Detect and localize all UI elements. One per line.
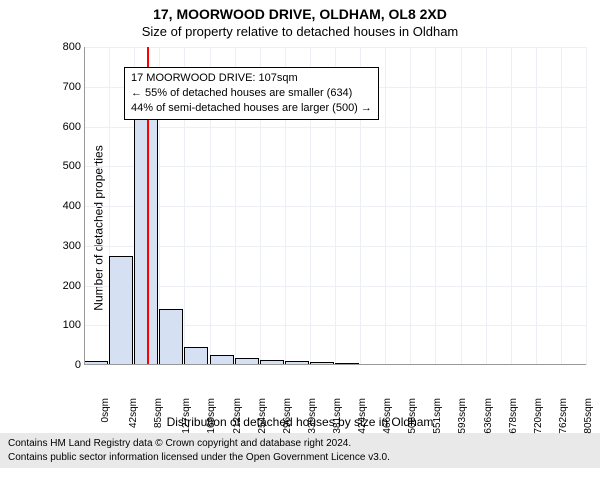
- gridline-v: [435, 47, 436, 365]
- x-tick-label: 169sqm: [206, 398, 217, 434]
- y-tick-label: 100: [41, 319, 81, 331]
- y-tick-label: 800: [41, 41, 81, 53]
- title-primary: 17, MOORWOOD DRIVE, OLDHAM, OL8 2XD: [0, 0, 600, 22]
- histogram-bar: [159, 309, 183, 365]
- y-tick-label: 300: [41, 240, 81, 252]
- footer-line-2: Contains public sector information licen…: [8, 451, 592, 465]
- x-tick-label: 296sqm: [281, 398, 292, 434]
- y-tick-label: 600: [41, 121, 81, 133]
- gridline-v: [385, 47, 386, 365]
- histogram-bar: [134, 111, 158, 365]
- annotation-box: 17 MOORWOOD DRIVE: 107sqm← 55% of detach…: [124, 67, 379, 120]
- x-tick-label: 593sqm: [457, 398, 468, 434]
- histogram-bar: [109, 256, 133, 365]
- x-tick-label: 762sqm: [558, 398, 569, 434]
- x-tick-label: 381sqm: [332, 398, 343, 434]
- x-tick-label: 212sqm: [231, 398, 242, 434]
- histogram-bar: [184, 347, 208, 365]
- x-tick-label: 551sqm: [432, 398, 443, 434]
- x-tick-label: 424sqm: [357, 398, 368, 434]
- gridline-v: [461, 47, 462, 365]
- gridline-v: [511, 47, 512, 365]
- y-tick-label: 0: [41, 359, 81, 371]
- x-tick-label: 805sqm: [583, 398, 594, 434]
- x-axis-line: [84, 364, 586, 365]
- footer: Contains HM Land Registry data © Crown c…: [0, 433, 600, 468]
- x-tick-label: 42sqm: [128, 398, 139, 428]
- plot-area: 17 MOORWOOD DRIVE: 107sqm← 55% of detach…: [84, 47, 586, 365]
- gridline-v: [536, 47, 537, 365]
- gridline-v: [410, 47, 411, 365]
- annotation-line-2: ← 55% of detached houses are smaller (63…: [131, 86, 372, 101]
- y-axis-line: [84, 47, 85, 365]
- x-tick-label: 720sqm: [532, 398, 543, 434]
- y-tick-label: 500: [41, 160, 81, 172]
- footer-line-1: Contains HM Land Registry data © Crown c…: [8, 437, 592, 451]
- annotation-line-3: 44% of semi-detached houses are larger (…: [131, 101, 372, 116]
- gridline-v: [586, 47, 587, 365]
- x-tick-label: 678sqm: [507, 398, 518, 434]
- x-tick-label: 508sqm: [407, 398, 418, 434]
- x-tick-label: 127sqm: [181, 398, 192, 434]
- x-tick-label: 85sqm: [153, 398, 164, 428]
- title-secondary: Size of property relative to detached ho…: [0, 22, 600, 43]
- x-tick-label: 466sqm: [382, 398, 393, 434]
- x-tick-label: 636sqm: [482, 398, 493, 434]
- y-tick-label: 200: [41, 280, 81, 292]
- x-tick-label: 254sqm: [256, 398, 267, 434]
- x-tick-label: 0sqm: [100, 398, 111, 422]
- gridline-v: [561, 47, 562, 365]
- chart: Number of detached properties 17 MOORWOO…: [54, 43, 590, 413]
- y-tick-label: 700: [41, 81, 81, 93]
- x-tick-label: 339sqm: [307, 398, 318, 434]
- annotation-line-1: 17 MOORWOOD DRIVE: 107sqm: [131, 71, 372, 86]
- gridline-v: [486, 47, 487, 365]
- y-tick-label: 400: [41, 200, 81, 212]
